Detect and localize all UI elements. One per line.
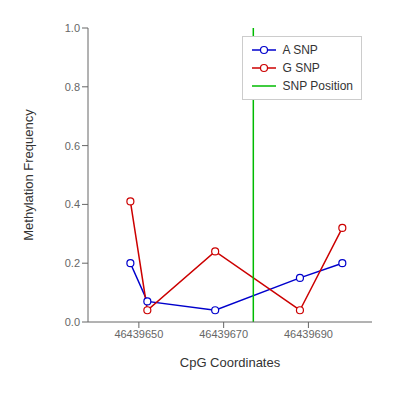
- svg-text:Methylation Frequency: Methylation Frequency: [21, 109, 36, 241]
- svg-text:1.0: 1.0: [65, 22, 80, 34]
- svg-text:CpG Coordinates: CpG Coordinates: [180, 355, 281, 370]
- svg-text:0.4: 0.4: [65, 198, 80, 210]
- html-text:G SNP: G SNP: [282, 61, 320, 75]
- svg-text:0.8: 0.8: [65, 81, 80, 93]
- html-text:A SNP: A SNP: [282, 43, 318, 57]
- svg-text:46439690: 46439690: [284, 328, 333, 340]
- html-text:SNP Position: SNP Position: [282, 79, 353, 93]
- svg-text:46439670: 46439670: [199, 328, 248, 340]
- svg-text:0.6: 0.6: [65, 140, 80, 152]
- svg-text:0.2: 0.2: [65, 257, 80, 269]
- svg-text:46439650: 46439650: [114, 328, 163, 340]
- svg-text:0.0: 0.0: [65, 316, 80, 328]
